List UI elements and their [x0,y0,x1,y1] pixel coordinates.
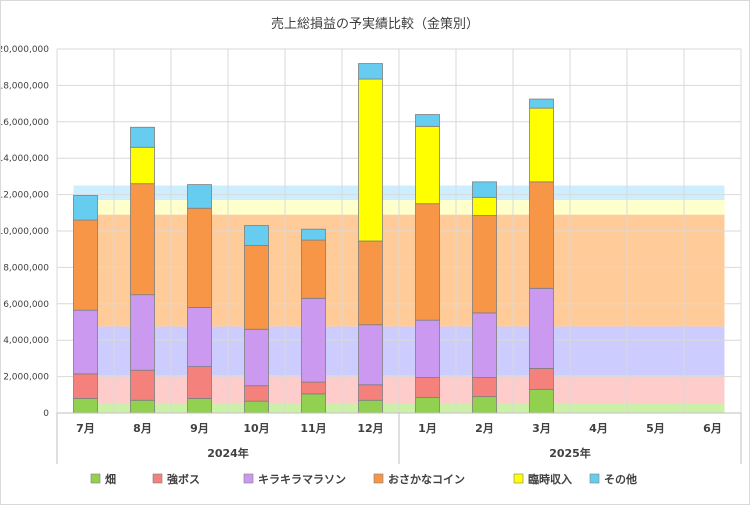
bar-segment [472,396,497,414]
y-tick-label: 18,000,000 [1,81,49,91]
bar-segment [358,240,383,326]
legend-swatch [243,473,254,484]
bar-segment [301,239,326,299]
bar-segment [244,225,269,246]
bar-segment [529,368,554,390]
bar-segment [187,398,212,414]
bar-segment [244,328,269,387]
legend-label: 強ボス [167,472,200,486]
bar-segment [187,307,212,367]
bar-segment [415,377,440,398]
bar-segment [301,297,326,383]
bar-segment [130,126,155,148]
bar-segment [529,98,554,109]
x-tick-label: 6月 [703,422,722,435]
year-label: 2025年 [549,446,591,460]
bar-segment [301,393,326,414]
bar-segment [472,215,497,314]
bar-segment [187,184,212,209]
x-tick-label: 3月 [532,422,551,435]
chart-title: 売上総損益の予実績比較（金策別） [271,16,479,32]
bar-segment [187,366,212,399]
bar-segment [73,373,98,399]
y-tick-label: 10,000,000 [1,227,49,237]
bar-segment [358,78,383,242]
legend-label: おさかなコイン [388,473,465,486]
bar-segment [130,146,155,185]
bar-segment [73,195,98,221]
bar-segment [244,245,269,330]
bar-segment [244,400,269,414]
legend-swatch [513,473,524,484]
x-tick-label: 2月 [475,422,494,435]
bar-segment [415,125,440,205]
bar-segment [472,377,497,398]
x-tick-label: 1月 [418,422,437,435]
bar-segment [358,384,383,401]
axes: 0 2,000,000 4,000,000 6,000,000 8,000,000 10,… [0,45,742,464]
bar-segment [529,107,554,183]
bar-segment [472,181,497,198]
legend-label: その他 [604,472,637,486]
legend-label: 畑 [105,473,116,486]
y-tick-label: 0 [43,409,49,419]
bar-segment [358,63,383,80]
x-tick-label: 10月 [243,422,269,435]
x-tick-label: 8月 [133,422,152,435]
x-tick-label: 9月 [190,422,209,435]
year-label: 2024年 [207,446,249,460]
legend-swatch [589,473,600,484]
bar-segment [73,219,98,311]
legend-swatch [90,473,101,484]
y-tick-label: 12,000,000 [1,191,49,201]
bar-segment [358,324,383,386]
legend-swatch [152,473,163,484]
bar-segment [472,196,497,216]
y-tick-label: 20,000,000 [1,45,49,55]
bar-segment [415,319,440,378]
x-tick-label: 5月 [646,422,665,435]
y-tick-label: 6,000,000 [3,300,49,310]
bar-segment [73,309,98,375]
x-tick-label: 12月 [357,422,383,435]
bar-segment [301,228,326,241]
y-tick-label: 4,000,000 [3,336,49,346]
x-tick-label: 4月 [589,422,608,435]
bar-segment [73,398,98,414]
bar-segment [130,294,155,371]
x-tick-label: 7月 [76,422,95,435]
bar-segment [472,312,497,378]
bar-segment [529,388,554,414]
x-tick-label: 11月 [300,422,326,435]
legend-label: キラキラマラソン [258,473,346,486]
bar-segment [244,385,269,402]
bar-segment [130,183,155,296]
bar-segment [130,399,155,414]
y-tick-label: 8,000,000 [3,263,49,273]
bar-segment [529,287,554,369]
bar-segment [358,399,383,414]
legend: 畑 強ボス キラキラマラソン おさかなコイン 臨時収入 その他 [90,472,637,486]
bar-segment [415,397,440,414]
legend-label: 臨時収入 [528,472,572,486]
y-tick-label: 14,000,000 [1,154,49,164]
legend-swatch [373,473,384,484]
bar-segment [529,181,554,289]
y-tick-label: 16,000,000 [1,118,49,128]
bars [73,63,554,414]
bar-segment [301,381,326,395]
bar-segment [415,114,440,127]
bar-segment [130,369,155,401]
y-tick-label: 2,000,000 [3,373,49,383]
bar-segment [187,207,212,308]
bar-segment [415,203,440,321]
